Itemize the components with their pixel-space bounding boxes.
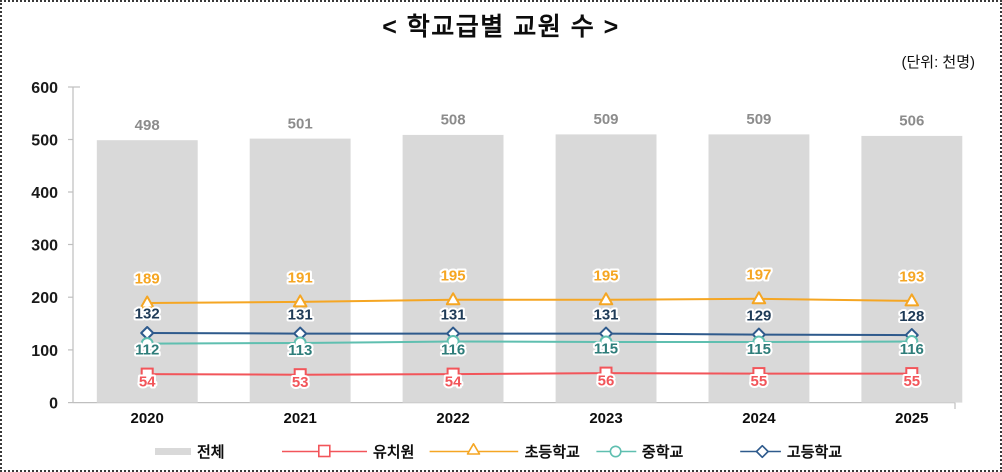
- svg-text:2023: 2023: [589, 410, 622, 427]
- svg-text:2020: 2020: [131, 410, 164, 427]
- svg-text:132: 132: [135, 306, 160, 323]
- svg-text:131: 131: [288, 306, 313, 323]
- svg-text:56: 56: [598, 373, 615, 390]
- svg-text:131: 131: [593, 306, 618, 323]
- svg-text:중학교: 중학교: [642, 444, 684, 461]
- svg-text:55: 55: [751, 373, 768, 390]
- svg-text:195: 195: [441, 267, 466, 284]
- svg-text:500: 500: [31, 133, 58, 150]
- svg-text:193: 193: [899, 268, 924, 285]
- svg-text:112: 112: [135, 342, 159, 359]
- svg-text:189: 189: [135, 271, 160, 288]
- svg-text:200: 200: [31, 290, 58, 307]
- svg-text:191: 191: [288, 269, 313, 286]
- svg-text:100: 100: [31, 343, 58, 360]
- svg-text:498: 498: [135, 117, 160, 134]
- svg-text:전체: 전체: [197, 444, 225, 461]
- svg-text:고등학교: 고등학교: [787, 444, 842, 461]
- svg-text:2022: 2022: [436, 410, 469, 427]
- svg-text:53: 53: [292, 374, 309, 391]
- svg-text:600: 600: [31, 80, 58, 97]
- svg-text:유치원: 유치원: [373, 444, 414, 461]
- svg-text:2021: 2021: [284, 410, 317, 427]
- svg-text:55: 55: [903, 373, 920, 390]
- svg-text:197: 197: [746, 266, 771, 283]
- svg-text:195: 195: [593, 267, 618, 284]
- svg-text:초등학교: 초등학교: [525, 444, 580, 461]
- svg-text:509: 509: [593, 111, 618, 128]
- svg-text:300: 300: [31, 238, 58, 255]
- svg-text:509: 509: [746, 111, 771, 128]
- svg-text:506: 506: [899, 113, 924, 130]
- svg-text:128: 128: [899, 308, 924, 325]
- svg-text:501: 501: [288, 115, 313, 132]
- svg-text:2025: 2025: [895, 410, 928, 427]
- svg-text:508: 508: [441, 112, 466, 129]
- svg-text:113: 113: [288, 342, 312, 359]
- svg-text:0: 0: [49, 396, 58, 413]
- svg-text:54: 54: [445, 374, 462, 391]
- svg-text:115: 115: [594, 341, 618, 358]
- svg-text:400: 400: [31, 185, 58, 202]
- svg-text:116: 116: [441, 342, 465, 359]
- svg-text:115: 115: [747, 341, 771, 358]
- svg-text:116: 116: [900, 341, 924, 358]
- svg-text:131: 131: [441, 306, 466, 323]
- svg-text:129: 129: [746, 307, 771, 324]
- svg-text:54: 54: [139, 374, 156, 391]
- svg-text:2024: 2024: [742, 410, 776, 427]
